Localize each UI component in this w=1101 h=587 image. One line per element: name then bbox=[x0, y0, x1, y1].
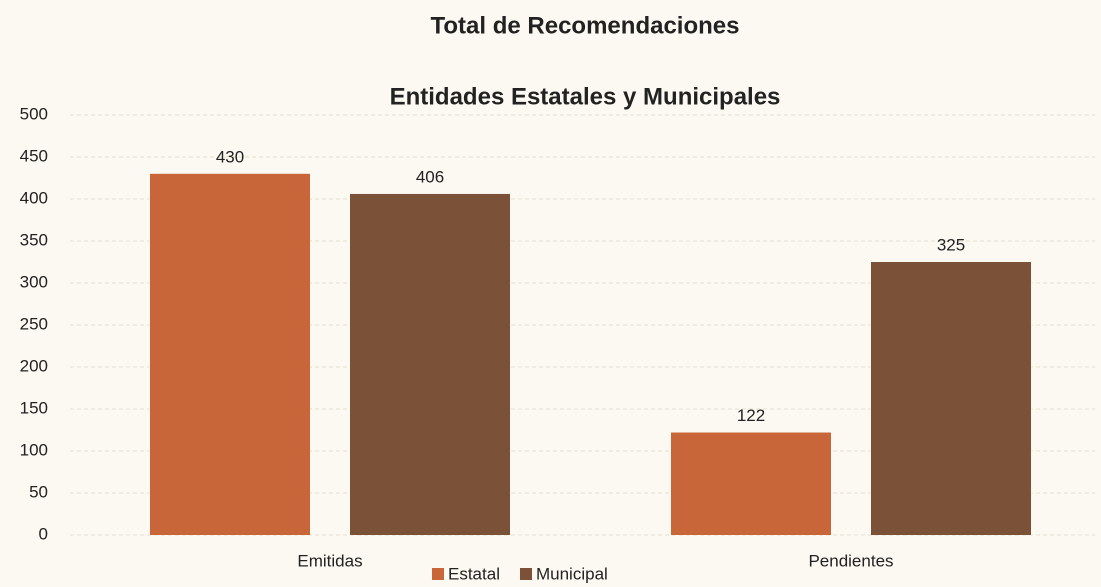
bar bbox=[150, 173, 310, 536]
y-tick-label: 150 bbox=[20, 398, 48, 417]
bar bbox=[350, 193, 510, 535]
bar bbox=[871, 262, 1031, 535]
y-tick-label: 500 bbox=[20, 104, 48, 123]
y-tick-label: 300 bbox=[20, 272, 48, 291]
legend-label: Estatal bbox=[448, 564, 500, 583]
y-tick-label: 350 bbox=[20, 230, 48, 249]
data-label: 430 bbox=[216, 147, 244, 166]
y-tick-label: 200 bbox=[20, 356, 48, 375]
data-label: 406 bbox=[416, 167, 444, 186]
chart-title: Total de Recomendaciones bbox=[431, 12, 740, 39]
bar bbox=[671, 432, 831, 535]
y-tick-label: 100 bbox=[20, 440, 48, 459]
legend-swatch bbox=[519, 568, 532, 580]
x-tick-label: Emitidas bbox=[297, 551, 362, 570]
legend-swatch bbox=[432, 568, 444, 580]
y-tick-label: 450 bbox=[20, 146, 48, 165]
y-tick-label: 50 bbox=[29, 482, 48, 501]
data-label: 122 bbox=[737, 406, 765, 425]
legend-label: Municipal bbox=[536, 564, 608, 583]
y-tick-label: 0 bbox=[39, 524, 48, 543]
chart-subtitle: Entidades Estatales y Municipales bbox=[390, 83, 781, 110]
x-tick-label: Pendientes bbox=[808, 551, 893, 570]
y-tick-label: 250 bbox=[20, 314, 48, 333]
y-tick-label: 400 bbox=[20, 188, 48, 207]
data-label: 325 bbox=[937, 235, 965, 254]
